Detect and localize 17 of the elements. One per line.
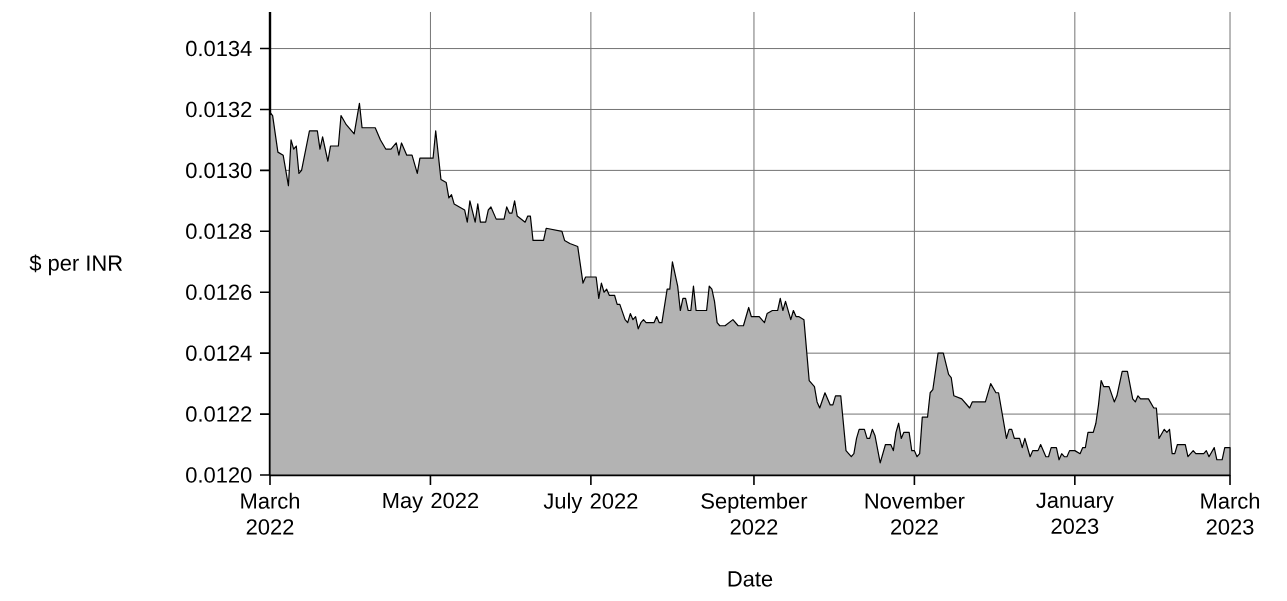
y-tick-label: 0.0126: [186, 284, 252, 300]
y-tick-label: 0.0124: [186, 345, 252, 361]
y-tick-label: 0.0132: [186, 101, 252, 118]
y-tick-label: 0.0134: [186, 40, 252, 57]
y-axis-title: $ per INR: [29, 254, 123, 276]
y-tick-label: 0.0130: [186, 162, 252, 179]
y-tick-label: 0.0122: [186, 406, 252, 422]
x-tick-label: March 2022: [241, 492, 300, 535]
x-tick-label: November 2022: [865, 492, 965, 535]
x-axis-title: Date: [728, 571, 773, 587]
x-tick-label: March 2023: [1201, 492, 1260, 535]
y-tick-label: 0.0128: [186, 223, 252, 240]
x-tick-label: January 2023: [1036, 492, 1114, 534]
y-tick-label: 0.0120: [186, 467, 252, 483]
x-tick-label: July 2022: [543, 492, 638, 514]
x-tick-label: May 2022: [383, 492, 479, 513]
x-tick-label: September 2022: [701, 492, 808, 535]
